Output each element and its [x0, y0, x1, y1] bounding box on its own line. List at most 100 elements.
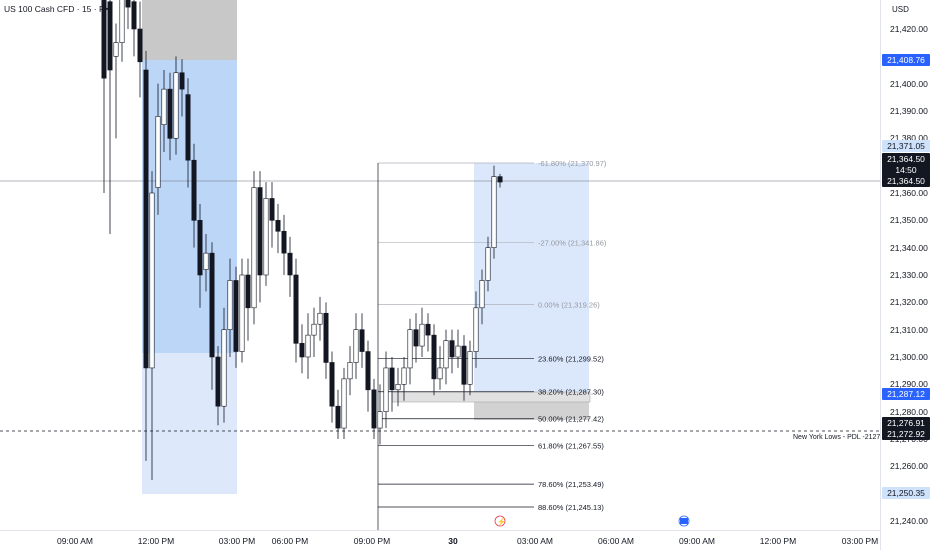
candle-body-56: [437, 367, 443, 380]
time-label-3: 06:00 PM: [271, 536, 309, 546]
candle-body-7: [143, 69, 149, 369]
candle-body-12: [173, 72, 179, 139]
time-label-7: 06:00 AM: [598, 536, 634, 546]
price-tag-high-zone: 21,408.76: [882, 54, 930, 66]
candle-body-4: [125, 0, 131, 8]
candle-body-30: [281, 230, 287, 254]
candle-body-23: [239, 274, 245, 352]
time-label-0: 09:00 AM: [57, 536, 93, 546]
candle-body-5: [131, 1, 137, 30]
candle-body-64: [485, 247, 491, 281]
candle-body-17: [203, 252, 209, 270]
us-flag-glyph-icon: [680, 518, 688, 524]
candle-body-28: [269, 198, 275, 221]
fib-label-3: 23.60% (21,299.52): [538, 354, 604, 363]
fib-label-5: 50.00% (21,277.42): [538, 415, 604, 424]
candle-body-58: [449, 340, 455, 358]
price-label-2: 21,390.00: [890, 106, 928, 116]
candle-body-50: [401, 367, 407, 385]
lightning-event-icon: [494, 515, 506, 527]
candle-body-1: [107, 1, 113, 71]
price-tag-last: 21,364.50: [882, 153, 930, 165]
price-label-0: 21,420.00: [890, 24, 928, 34]
candle-body-38: [329, 362, 335, 407]
fib-label-0: -61.80% (21,370.97): [538, 159, 607, 168]
candle-body-62: [473, 307, 479, 352]
candle-body-22: [233, 280, 239, 352]
candle-body-10: [161, 88, 167, 125]
time-axis[interactable]: [0, 530, 880, 550]
ny-lows-label: New York Lows - PDL -21272.92: [793, 434, 894, 441]
fib-label-7: 78.60% (21,253.49): [538, 480, 604, 489]
candle-body-35: [311, 323, 317, 336]
candle-body-18: [209, 252, 215, 358]
candle-body-46: [377, 411, 383, 429]
fib-label-6: 61.80% (21,267.55): [538, 442, 604, 451]
price-tag-ny-low: 21,272.92: [882, 428, 930, 440]
candle-body-0: [101, 0, 107, 79]
price-label-12: 21,280.00: [890, 406, 928, 417]
candle-body-29: [275, 220, 281, 232]
candle-body-34: [305, 334, 311, 358]
candle-body-37: [323, 312, 329, 363]
candle-body-15: [191, 159, 197, 221]
time-label-6: 03:00 AM: [517, 536, 553, 546]
price-label-3: 21,380.00: [890, 133, 928, 144]
candle-body-55: [431, 334, 437, 380]
candle-body-33: [299, 343, 305, 358]
candle-body-24: [245, 274, 251, 309]
symbol-title[interactable]: US 100 Cash CFD · 15 · FX: [4, 4, 110, 14]
candle-body-40: [341, 378, 347, 429]
fib-label-1: -27.00% (21,341.86): [538, 239, 607, 248]
price-tag-fib-top: 21,371.05: [882, 140, 930, 152]
candle-body-49: [395, 384, 401, 391]
candle-body-43: [359, 329, 365, 352]
candle-body-31: [287, 252, 293, 276]
price-label-6: 21,340.00: [890, 242, 928, 253]
candle-body-3: [119, 0, 125, 43]
candle-body-44: [365, 351, 371, 391]
candle-body-48: [389, 367, 395, 391]
price-tag-last-2: 21,364.50: [882, 175, 930, 187]
candle-body-26: [257, 187, 263, 276]
price-label-7: 21,330.00: [890, 270, 928, 280]
candle-body-57: [443, 340, 449, 369]
candle-body-61: [467, 351, 473, 385]
price-tag-zone-mid: 21,276.91: [882, 417, 930, 429]
candle-body-63: [479, 280, 485, 309]
candle-body-53: [419, 323, 425, 347]
time-label-9: 12:00 PM: [759, 536, 797, 546]
price-label-10: 21,300.00: [890, 352, 928, 362]
price-tag-bottom: 21,250.35: [882, 487, 930, 499]
price-axis[interactable]: [880, 0, 932, 550]
candle-body-19: [215, 356, 221, 407]
candle-body-14: [185, 94, 191, 161]
price-label-14: 21,260.00: [890, 461, 928, 472]
candle-body-8: [149, 192, 155, 369]
fib-label-8: 88.60% (21,245.13): [538, 503, 604, 512]
candle-body-51: [407, 329, 413, 369]
candle-body-2: [113, 42, 119, 57]
candle-body-20: [221, 329, 227, 407]
candle-body-13: [179, 72, 185, 90]
price-label-8: 21,320.00: [890, 297, 928, 308]
time-label-1: 12:00 PM: [137, 536, 175, 546]
price-label-1: 21,400.00: [890, 78, 928, 89]
price-tag-zone-top: 21,287.12: [882, 388, 930, 400]
candle-body-6: [137, 28, 143, 63]
price-label-4: 21,360.00: [890, 188, 928, 198]
lightning-glyph-icon: ⚡: [497, 517, 506, 526]
candle-body-11: [167, 88, 173, 139]
candle-body-52: [413, 329, 419, 347]
candle-body-66: [497, 176, 503, 183]
time-label-2: 03:00 PM: [218, 536, 256, 546]
candle-body-21: [227, 280, 233, 330]
currency-label[interactable]: USD: [892, 5, 909, 14]
candle-body-39: [335, 405, 341, 429]
candle-body-60: [461, 345, 467, 385]
countdown-tag: 14:50: [882, 164, 930, 176]
candle-body-25: [251, 187, 257, 309]
time-label-8: 09:00 AM: [679, 536, 715, 546]
